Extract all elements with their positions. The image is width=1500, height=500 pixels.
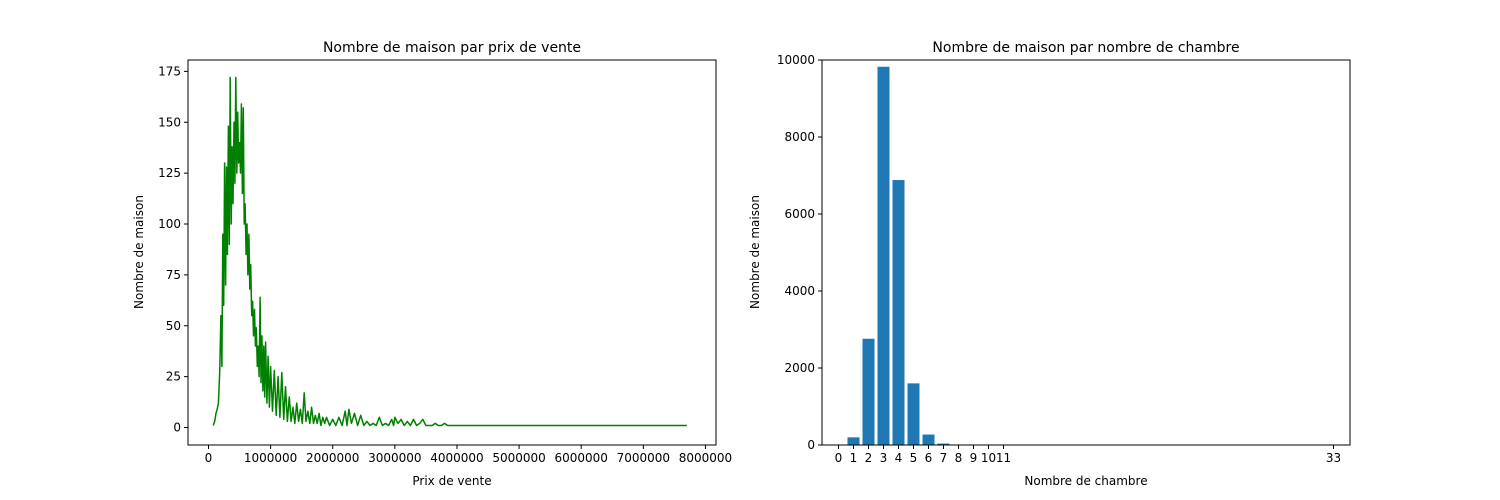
chart-bedrooms-x-ticks: 0 1 2 3 4 5 6 7 8 9 10 11 33 [835, 445, 1341, 465]
chart-price-x-tick-label: 5000000 [492, 451, 545, 465]
chart-price-x-tick-label: 4000000 [430, 451, 483, 465]
chart-bedrooms-y-tick-label: 8000 [784, 130, 815, 144]
chart-bedrooms-title: Nombre de maison par nombre de chambre [932, 40, 1239, 56]
chart-price-x-tick-label: 8000000 [679, 451, 732, 465]
chart-price-title: Nombre de maison par prix de vente [323, 40, 581, 56]
chart-bedrooms-x-tick-label: 2 [865, 451, 873, 465]
chart-price-y-axis-label: Nombre de maison [132, 195, 146, 309]
chart-price-y-tick-label: 25 [166, 370, 181, 384]
chart-price-frame [187, 59, 717, 446]
chart-bedrooms-x-tick-label: 10 [981, 451, 996, 465]
chart-price-y-ticks: 0 25 50 75 100 125 150 175 [158, 64, 188, 435]
chart-bedrooms-x-tick-label: 11 [996, 451, 1011, 465]
chart-bedrooms-y-tick-label: 4000 [784, 284, 815, 298]
chart-price-x-tick-label: 6000000 [554, 451, 607, 465]
chart-price-x-tick-label: 7000000 [617, 451, 670, 465]
bedroom-bar [922, 434, 935, 445]
chart-price-x-tick-label: 1000000 [244, 451, 297, 465]
bedroom-bar [847, 437, 860, 445]
price-series-line [212, 76, 687, 427]
chart-bedrooms-x-tick-label: 3 [880, 451, 888, 465]
chart-price-x-tick-label: 3000000 [368, 451, 421, 465]
chart-price-y-tick-label: 175 [158, 64, 181, 78]
chart-price-x-axis-label: Prix de vente [412, 474, 491, 488]
chart-bedrooms-x-tick-label: 0 [835, 451, 843, 465]
chart-price-y-tick-label: 150 [158, 115, 181, 129]
chart-price-y-tick-label: 50 [166, 319, 181, 333]
chart-price-x-tick-label: 2000000 [306, 451, 359, 465]
chart-bedrooms-y-axis-label: Nombre de maison [748, 195, 762, 309]
bedroom-bar [877, 66, 890, 445]
chart-price-plot-area [212, 76, 687, 427]
chart-bedrooms-y-tick-label: 2000 [784, 361, 815, 375]
chart-bedrooms-y-ticks: 0 2000 4000 6000 8000 10000 [777, 53, 822, 452]
chart-price-y-tick-label: 100 [158, 217, 181, 231]
bedroom-bar [937, 443, 950, 445]
chart-bedrooms-x-tick-label: 4 [895, 451, 903, 465]
chart-price-y-tick-label: 75 [166, 268, 181, 282]
chart-price-x-ticks: 0 1000000 2000000 3000000 4000000 5000000 6000… [205, 445, 732, 465]
chart-bedrooms-y-tick-label: 6000 [784, 207, 815, 221]
bedroom-bar [907, 383, 920, 445]
chart-bedrooms-x-tick-label: 5 [910, 451, 918, 465]
chart-bedrooms-frame [821, 59, 1351, 446]
chart-bedrooms-y-tick-label: 10000 [777, 53, 815, 67]
bedroom-bar [892, 180, 905, 445]
chart-bedrooms-x-tick-label: 9 [970, 451, 978, 465]
chart-price-y-tick-label: 0 [173, 421, 181, 435]
chart-bedrooms-y-tick-label: 0 [807, 438, 815, 452]
bedroom-bar [862, 338, 875, 445]
chart-bedrooms-x-tick-label: 8 [955, 451, 963, 465]
chart-bedrooms-x-tick-label: 33 [1326, 451, 1341, 465]
chart-bedrooms-plot-area [832, 66, 1340, 445]
chart-price-x-tick-label: 0 [205, 451, 213, 465]
chart-bedrooms-x-tick-label: 6 [925, 451, 933, 465]
chart-bedrooms-x-axis-label: Nombre de chambre [1024, 474, 1147, 488]
chart-price: Nombre de maison par prix de vente 0 1000… [132, 40, 732, 488]
chart-bedrooms-x-tick-label: 7 [940, 451, 948, 465]
chart-bedrooms-x-tick-label: 1 [850, 451, 858, 465]
chart-price-y-tick-label: 125 [158, 166, 181, 180]
chart-bedrooms: Nombre de maison par nombre de chambre 0… [748, 40, 1351, 488]
